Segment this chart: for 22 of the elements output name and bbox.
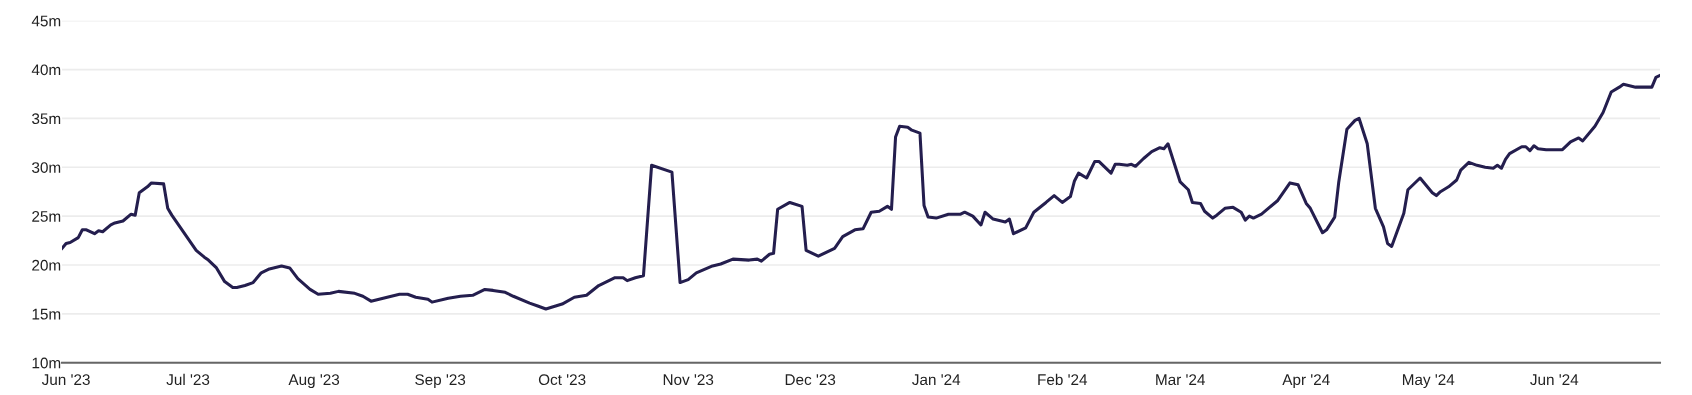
x-tick-label: Jun '23 [41, 374, 90, 386]
y-tick-label: 45m [31, 15, 61, 27]
y-tick-label: 40m [31, 64, 61, 76]
y-tick-label: 25m [32, 211, 61, 222]
y-tick-label: 35m [32, 113, 61, 125]
x-tick-label: Jul '23 [166, 373, 210, 386]
line-series [62, 73, 1660, 311]
x-tick-label: Jan '24 [912, 374, 961, 386]
y-tick-label: 30m [32, 162, 61, 173]
x-tick-label: Dec '23 [785, 374, 836, 386]
x-tick-label: Sep '23 [415, 374, 466, 389]
x-tick-label: Oct '23 [538, 374, 586, 386]
x-tick-label: Nov '23 [663, 374, 714, 386]
x-tick-label: Aug '23 [288, 374, 340, 389]
y-tick-label: 20m [32, 259, 61, 271]
x-tick-label: Apr '24 [1282, 374, 1330, 389]
x-tick-label: Jun '24 [1530, 374, 1579, 386]
x-tick-label: Mar '24 [1156, 374, 1205, 386]
y-tick-label: 10m [32, 357, 61, 369]
y-tick-label: 15m [32, 308, 61, 320]
x-tick-label: May '24 [1402, 374, 1455, 389]
x-tick-label: Feb '24 [1038, 373, 1088, 386]
